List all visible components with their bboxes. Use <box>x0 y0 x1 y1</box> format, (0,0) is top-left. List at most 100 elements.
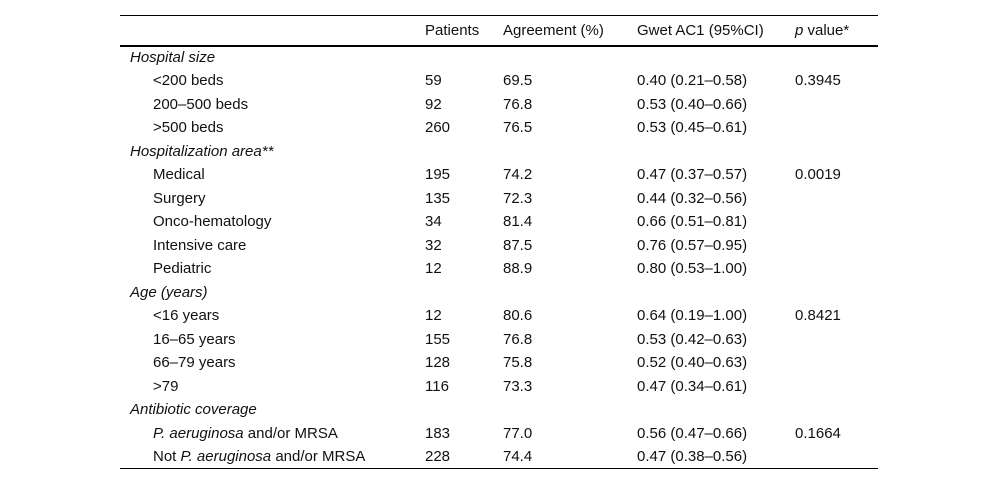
section-label: Hospital size <box>130 49 216 67</box>
row-label: Intensive care <box>120 234 425 258</box>
label-part: <16 years <box>153 307 220 325</box>
row-label: 16–65 years <box>120 328 425 352</box>
header-pvalue-p: p <box>795 21 804 39</box>
row-label: Onco-hematology <box>120 210 425 234</box>
cell-pvalue: 0.3945 <box>795 72 841 90</box>
table-row: Onco-hematology 34 81.4 0.66 (0.51–0.81) <box>120 210 878 234</box>
cell-agreement: 76.8 <box>503 95 533 113</box>
cell-agreement: 88.9 <box>503 260 533 278</box>
cell-gwet-ac1: 0.56 (0.47–0.66) <box>637 424 748 442</box>
cell-gwet-ac1: 0.52 (0.40–0.63) <box>637 354 748 372</box>
cell-gwet-ac1: 0.53 (0.42–0.63) <box>637 330 748 348</box>
section-label: Hospitalization area** <box>130 142 274 160</box>
cell-pvalue <box>795 257 878 281</box>
cell-pvalue <box>795 445 878 469</box>
cell-patients: 228 <box>425 448 451 465</box>
table-row: Surgery 135 72.3 0.44 (0.32–0.56) <box>120 187 878 211</box>
label-part: Pediatric <box>153 260 212 278</box>
row-label: >500 beds <box>120 116 425 140</box>
cell-pvalue <box>795 351 878 375</box>
cell-gwet-ac1: 0.66 (0.51–0.81) <box>637 213 748 231</box>
cell-gwet-ac1: 0.44 (0.32–0.56) <box>637 189 748 207</box>
table-row: 16–65 years 155 76.8 0.53 (0.42–0.63) <box>120 328 878 352</box>
label-part: Onco-hematology <box>153 213 272 231</box>
header-pvalue-rest: value* <box>803 21 850 39</box>
cell-gwet-ac1: 0.40 (0.21–0.58) <box>637 72 748 90</box>
row-label: Pediatric <box>120 257 425 281</box>
label-italic-part: P. aeruginosa <box>180 448 272 465</box>
table-row: >500 beds 260 76.5 0.53 (0.45–0.61) <box>120 116 878 140</box>
section-header-row: Hospitalization area** <box>120 140 878 164</box>
cell-patients: 34 <box>425 213 442 231</box>
table-body: Hospital size <200 beds 59 69.5 0.40 (0.… <box>120 46 878 469</box>
cell-pvalue <box>795 210 878 234</box>
cell-pvalue: 0.0019 <box>795 166 841 184</box>
header-pvalue: p value* <box>795 15 878 47</box>
cell-agreement: 76.5 <box>503 119 533 137</box>
label-part: 66–79 years <box>153 354 236 372</box>
cell-agreement: 81.4 <box>503 213 533 231</box>
section-label: Antibiotic coverage <box>130 401 257 419</box>
cell-agreement: 69.5 <box>503 72 533 90</box>
cell-patients: 59 <box>425 72 442 90</box>
header-row: Patients Agreement (%) Gwet AC1 (95%CI) … <box>120 15 878 47</box>
cell-gwet-ac1: 0.76 (0.57–0.95) <box>637 236 748 254</box>
cell-agreement: 75.8 <box>503 354 533 372</box>
row-label: Medical <box>120 163 425 187</box>
agreement-table-container: Patients Agreement (%) Gwet AC1 (95%CI) … <box>120 15 878 469</box>
cell-patients: 260 <box>425 119 451 137</box>
cell-gwet-ac1: 0.47 (0.37–0.57) <box>637 166 748 184</box>
label-italic-part: P. aeruginosa <box>153 424 244 442</box>
cell-patients: 183 <box>425 424 451 442</box>
cell-gwet-ac1: 0.80 (0.53–1.00) <box>637 260 748 278</box>
label-part: 200–500 beds <box>153 95 249 113</box>
row-label: Surgery <box>120 187 425 211</box>
header-agreement: Agreement (%) <box>503 15 637 47</box>
table-row: Pediatric 12 88.9 0.80 (0.53–1.00) <box>120 257 878 281</box>
cell-patients: 155 <box>425 330 451 348</box>
agreement-table: Patients Agreement (%) Gwet AC1 (95%CI) … <box>120 15 878 469</box>
cell-patients: 12 <box>425 260 442 278</box>
cell-patients: 116 <box>425 377 449 395</box>
table-header: Patients Agreement (%) Gwet AC1 (95%CI) … <box>120 15 878 47</box>
header-patients: Patients <box>425 15 503 47</box>
cell-gwet-ac1: 0.47 (0.38–0.56) <box>637 448 748 465</box>
cell-pvalue <box>795 328 878 352</box>
row-label: P. aeruginosa and/or MRSA <box>120 422 425 446</box>
section-header-row: Antibiotic coverage <box>120 398 878 422</box>
cell-patients: 12 <box>425 307 442 325</box>
row-label: <200 beds <box>120 69 425 93</box>
cell-pvalue: 0.8421 <box>795 307 841 325</box>
cell-patients: 128 <box>425 354 451 372</box>
cell-agreement: 76.8 <box>503 330 533 348</box>
section-header-row: Age (years) <box>120 281 878 305</box>
cell-agreement: 74.4 <box>503 448 533 465</box>
cell-gwet-ac1: 0.53 (0.40–0.66) <box>637 95 748 113</box>
cell-patients: 135 <box>425 189 451 207</box>
table-row: <200 beds 59 69.5 0.40 (0.21–0.58) 0.394… <box>120 69 878 93</box>
cell-pvalue <box>795 375 878 399</box>
table-row: 66–79 years 128 75.8 0.52 (0.40–0.63) <box>120 351 878 375</box>
label-part: Not <box>153 448 181 465</box>
label-part: 16–65 years <box>153 330 236 348</box>
cell-pvalue <box>795 234 878 258</box>
cell-patients: 92 <box>425 95 442 113</box>
cell-agreement: 87.5 <box>503 236 533 254</box>
section-header-row: Hospital size <box>120 46 878 70</box>
label-part: and/or MRSA <box>271 448 366 465</box>
header-empty <box>120 15 425 47</box>
table-row: <16 years 12 80.6 0.64 (0.19–1.00) 0.842… <box>120 304 878 328</box>
label-part: Surgery <box>153 189 206 207</box>
label-part: Intensive care <box>153 236 247 254</box>
table-row: Medical 195 74.2 0.47 (0.37–0.57) 0.0019 <box>120 163 878 187</box>
row-label: 200–500 beds <box>120 93 425 117</box>
cell-pvalue <box>795 116 878 140</box>
cell-gwet-ac1: 0.47 (0.34–0.61) <box>637 377 748 395</box>
row-label: >79 <box>120 375 425 399</box>
label-part: <200 beds <box>153 72 224 90</box>
cell-agreement: 73.3 <box>503 377 533 395</box>
label-part: and/or MRSA <box>243 424 338 442</box>
row-label: <16 years <box>120 304 425 328</box>
table-row: Intensive care 32 87.5 0.76 (0.57–0.95) <box>120 234 878 258</box>
